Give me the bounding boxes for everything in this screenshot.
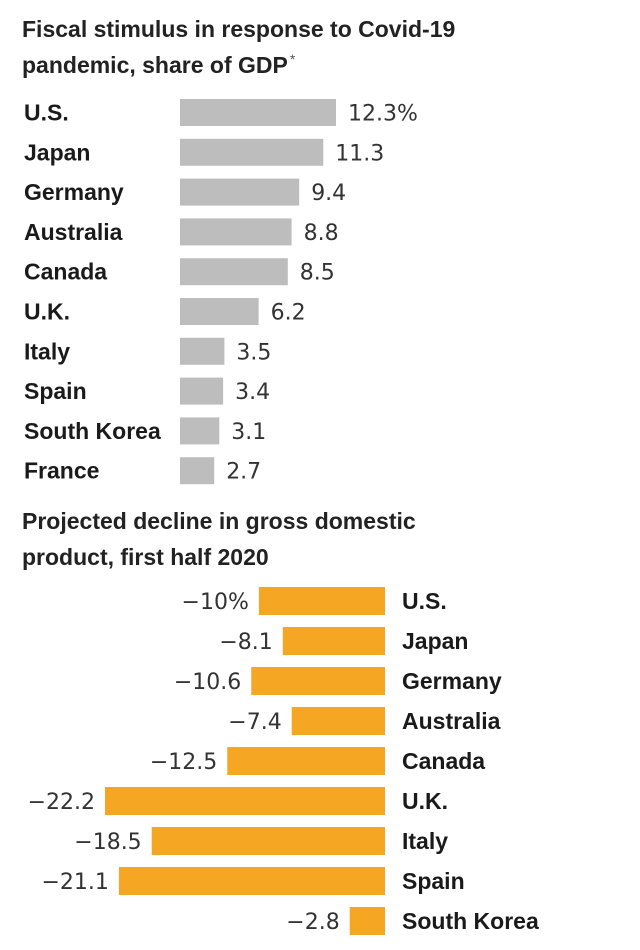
stimulus-value-label: 3.5 <box>236 340 271 365</box>
stimulus-value-label: 8.8 <box>304 221 339 246</box>
stimulus-bar <box>180 417 220 445</box>
stimulus-category-label: South Korea <box>24 418 161 444</box>
gdp-category-label: U.K. <box>402 788 448 814</box>
gdp-bar <box>151 827 385 855</box>
gdp-value-label: −18.5 <box>74 830 141 855</box>
stimulus-value-label: 3.1 <box>231 420 266 445</box>
stimulus-category-label: France <box>24 458 99 484</box>
stimulus-category-label: Spain <box>24 378 87 404</box>
stimulus-bar <box>180 258 288 286</box>
gdp-value-label: −8.1 <box>219 630 272 655</box>
stimulus-category-label: Italy <box>24 338 70 364</box>
stimulus-bar <box>180 138 324 166</box>
gdp-value-label: −10% <box>182 590 249 615</box>
gdp-category-label: U.S. <box>402 588 447 614</box>
stimulus-value-label: 12.3% <box>348 102 418 127</box>
gdp-chart-title-line-2: product, first half 2020 <box>22 544 269 570</box>
gdp-bar <box>291 707 385 735</box>
gdp-category-label: Germany <box>402 668 502 694</box>
stimulus-bar <box>180 218 292 246</box>
gdp-value-label: −10.6 <box>174 670 241 695</box>
gdp-value-label: −21.1 <box>41 870 108 895</box>
gdp-category-label: South Korea <box>402 908 539 934</box>
gdp-category-label: Canada <box>402 748 485 774</box>
gdp-decline-chart: Projected decline in gross domestic prod… <box>22 508 539 935</box>
stimulus-bar <box>180 457 215 485</box>
gdp-bar <box>118 867 386 895</box>
stimulus-bar <box>180 178 300 206</box>
stimulus-value-label: 3.4 <box>235 380 270 405</box>
gdp-bar <box>251 667 385 695</box>
stimulus-value-label: 8.5 <box>300 261 335 286</box>
gdp-category-label: Spain <box>402 868 465 894</box>
gdp-bar <box>349 907 385 935</box>
gdp-value-label: −12.5 <box>150 750 217 775</box>
gdp-bar <box>227 747 385 775</box>
stimulus-chart-title-line-2: pandemic, share of GDP * <box>22 51 296 78</box>
gdp-category-label: Australia <box>402 708 501 734</box>
stimulus-bar <box>180 337 225 365</box>
stimulus-value-label: 6.2 <box>271 301 306 326</box>
gdp-bar <box>282 627 385 655</box>
stimulus-category-label: Germany <box>24 179 124 205</box>
stimulus-bar <box>180 99 336 126</box>
gdp-value-label: −22.2 <box>28 790 95 815</box>
gdp-bar <box>105 787 385 815</box>
stimulus-bar <box>180 298 259 325</box>
stimulus-value-label: 11.3 <box>335 141 384 166</box>
stimulus-category-label: Canada <box>24 259 107 285</box>
stimulus-category-label: U.S. <box>24 100 69 126</box>
gdp-value-label: −2.8 <box>286 910 339 935</box>
gdp-category-label: Japan <box>402 628 468 654</box>
stimulus-category-label: U.K. <box>24 299 70 325</box>
stimulus-category-label: Australia <box>24 219 123 245</box>
gdp-chart-title-line-1: Projected decline in gross domestic <box>22 508 416 534</box>
gdp-category-label: Italy <box>402 828 448 854</box>
stimulus-bar <box>180 377 224 405</box>
gdp-value-label: −7.4 <box>228 710 281 735</box>
stimulus-chart-title-line-1: Fiscal stimulus in response to Covid-19 <box>22 16 455 42</box>
gdp-bar <box>258 587 385 615</box>
stimulus-chart: Fiscal stimulus in response to Covid-19 … <box>22 16 455 485</box>
stimulus-value-label: 2.7 <box>226 460 261 485</box>
stimulus-value-label: 9.4 <box>311 181 346 206</box>
stimulus-category-label: Japan <box>24 139 90 165</box>
